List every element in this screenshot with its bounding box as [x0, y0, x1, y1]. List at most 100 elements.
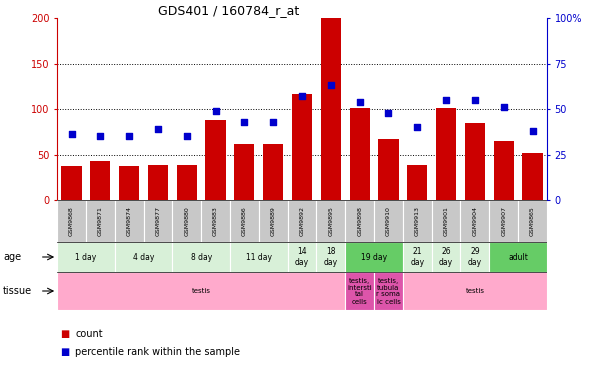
Point: [240, 119, 249, 125]
Text: 1 day: 1 day: [75, 253, 97, 261]
Text: GSM9913: GSM9913: [415, 206, 419, 236]
Point: [470, 97, 480, 103]
Bar: [345, 242, 403, 272]
Bar: [518, 200, 547, 242]
Text: adult: adult: [508, 253, 528, 261]
Text: GSM9865: GSM9865: [530, 206, 535, 236]
Bar: [148, 165, 168, 200]
Text: GSM9901: GSM9901: [444, 206, 448, 236]
Bar: [115, 242, 172, 272]
Point: [153, 126, 163, 132]
Point: [124, 133, 134, 139]
Bar: [288, 200, 316, 242]
Text: 29
day: 29 day: [468, 247, 482, 267]
Bar: [61, 166, 82, 200]
Bar: [119, 166, 139, 200]
Text: 11 day: 11 day: [246, 253, 272, 261]
Bar: [86, 200, 115, 242]
Text: 4 day: 4 day: [133, 253, 154, 261]
Bar: [316, 242, 345, 272]
Bar: [292, 94, 312, 200]
Bar: [57, 272, 345, 310]
Text: GSM9910: GSM9910: [386, 206, 391, 236]
Text: tissue: tissue: [3, 286, 32, 296]
Bar: [90, 161, 111, 200]
Bar: [522, 153, 543, 200]
Point: [499, 104, 508, 110]
Bar: [489, 242, 547, 272]
Text: GSM9892: GSM9892: [299, 206, 305, 236]
Bar: [403, 272, 547, 310]
Text: 8 day: 8 day: [191, 253, 212, 261]
Bar: [172, 200, 201, 242]
Text: count: count: [75, 329, 103, 339]
Bar: [57, 242, 115, 272]
Text: GSM9898: GSM9898: [357, 206, 362, 236]
Text: 18
day: 18 day: [324, 247, 338, 267]
Point: [67, 131, 76, 137]
Bar: [460, 200, 489, 242]
Bar: [403, 200, 432, 242]
Bar: [374, 200, 403, 242]
Point: [96, 133, 105, 139]
Bar: [177, 164, 197, 200]
Text: GDS401 / 160784_r_at: GDS401 / 160784_r_at: [157, 4, 299, 17]
Text: GSM9883: GSM9883: [213, 206, 218, 236]
Point: [412, 124, 422, 130]
Point: [182, 133, 192, 139]
Bar: [206, 120, 225, 200]
Bar: [432, 200, 460, 242]
Bar: [321, 18, 341, 200]
Bar: [288, 242, 316, 272]
Text: age: age: [3, 252, 21, 262]
Text: GSM9871: GSM9871: [98, 206, 103, 236]
Text: ■: ■: [60, 329, 69, 339]
Bar: [263, 143, 283, 200]
Text: GSM9877: GSM9877: [156, 206, 160, 236]
Point: [528, 128, 537, 134]
Bar: [234, 143, 254, 200]
Text: GSM9889: GSM9889: [270, 206, 276, 236]
Point: [269, 119, 278, 125]
Bar: [230, 200, 259, 242]
Text: GSM9880: GSM9880: [185, 206, 189, 236]
Text: testis: testis: [192, 288, 211, 294]
Bar: [57, 200, 86, 242]
Bar: [345, 272, 374, 310]
Point: [441, 97, 451, 103]
Bar: [407, 165, 427, 200]
Bar: [493, 141, 514, 200]
Text: percentile rank within the sample: percentile rank within the sample: [75, 347, 240, 357]
Point: [326, 82, 335, 88]
Text: 26
day: 26 day: [439, 247, 453, 267]
Text: GSM9904: GSM9904: [472, 206, 477, 236]
Bar: [350, 108, 370, 200]
Bar: [115, 200, 144, 242]
Bar: [259, 200, 288, 242]
Bar: [460, 242, 489, 272]
Bar: [436, 108, 456, 200]
Text: ■: ■: [60, 347, 69, 357]
Bar: [316, 200, 345, 242]
Bar: [489, 200, 518, 242]
Text: 19 day: 19 day: [361, 253, 387, 261]
Bar: [144, 200, 172, 242]
Bar: [172, 242, 230, 272]
Text: GSM9874: GSM9874: [127, 206, 132, 236]
Point: [383, 110, 393, 116]
Text: GSM9886: GSM9886: [242, 206, 247, 236]
Bar: [345, 200, 374, 242]
Text: 14
day: 14 day: [295, 247, 309, 267]
Text: testis: testis: [465, 288, 484, 294]
Bar: [403, 242, 432, 272]
Bar: [201, 200, 230, 242]
Text: GSM9907: GSM9907: [501, 206, 506, 236]
Point: [297, 93, 307, 99]
Bar: [379, 139, 398, 200]
Bar: [465, 123, 485, 200]
Text: GSM9895: GSM9895: [328, 206, 334, 236]
Text: GSM9868: GSM9868: [69, 206, 74, 236]
Bar: [374, 272, 403, 310]
Bar: [432, 242, 460, 272]
Text: testis,
intersti
tal
cells: testis, intersti tal cells: [347, 277, 372, 305]
